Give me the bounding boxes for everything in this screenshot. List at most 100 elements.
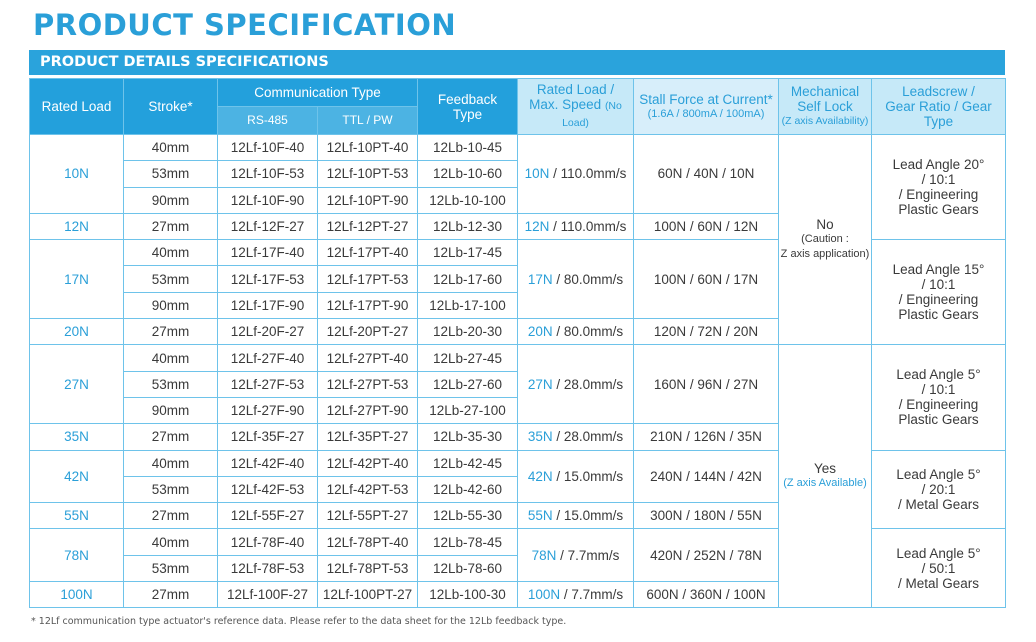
speed-cell: 35N / 28.0mm/s bbox=[517, 423, 634, 451]
header-stall-force: Stall Force at Current* (1.6A / 800mA / … bbox=[633, 78, 779, 135]
table-row: 27N 40mm 12Lf-27F-40 12Lf-27PT-40 12Lb-2… bbox=[29, 344, 1006, 609]
rs485-cell: 12Lf-10F-90 bbox=[217, 186, 318, 214]
table-row: 17N 40mm 12Lf-17F-40 12Lf-17PT-40 12Lb-1… bbox=[29, 239, 1006, 346]
ttl-pw-cell: 12Lf-78PT-53 bbox=[317, 554, 418, 583]
ttl-pw-cell: 12Lf-100PT-27 bbox=[317, 581, 418, 609]
ttl-pw-cell: 12Lf-27PT-53 bbox=[317, 370, 418, 398]
feedback-cell: 12Lb-42-45 bbox=[417, 449, 518, 477]
stroke-cell: 27mm bbox=[123, 423, 218, 451]
stall-force-cell: 420N / 252N / 78N bbox=[633, 528, 779, 583]
stall-force-cell: 240N / 144N / 42N bbox=[633, 449, 779, 504]
rated-load-cell: 55N bbox=[29, 502, 124, 530]
header-ttl-pw: TTL / PW bbox=[317, 106, 418, 135]
rated-load-cell: 42N bbox=[29, 449, 124, 504]
rs485-cell: 12Lf-10F-53 bbox=[217, 160, 318, 188]
ttl-pw-cell: 12Lf-17PT-90 bbox=[317, 291, 418, 320]
speed-cell: 100N / 7.7mm/s bbox=[517, 581, 634, 609]
feedback-cell: 12Lb-27-60 bbox=[417, 370, 518, 398]
rs485-cell: 12Lf-78F-40 bbox=[217, 528, 318, 556]
ttl-pw-cell: 12Lf-42PT-53 bbox=[317, 475, 418, 504]
table-row: 53mm 12Lf-17F-53 12Lf-17PT-53 12Lb-17-60 bbox=[30, 265, 1006, 293]
rs485-cell: 12Lf-35F-27 bbox=[217, 423, 318, 451]
speed-cell: 55N / 15.0mm/s bbox=[517, 502, 634, 530]
rs485-cell: 12Lf-42F-40 bbox=[217, 449, 318, 477]
stroke-cell: 27mm bbox=[123, 502, 218, 530]
section-header: PRODUCT DETAILS SPECIFICATIONS bbox=[29, 50, 1005, 75]
table-row: 10N 40mm 12Lf-10F-40 12Lf-10PT-40 12Lb-1… bbox=[29, 133, 1006, 346]
self-lock-cell-yes: Yes (Z axis Available) bbox=[778, 344, 872, 609]
stroke-cell: 53mm bbox=[123, 160, 218, 188]
table-row: 20N 27mm 12Lf-20F-27 12Lf-20PT-27 12Lb-2… bbox=[29, 318, 1006, 346]
rs485-cell: 12Lf-20F-27 bbox=[217, 318, 318, 346]
ttl-pw-cell: 12Lf-17PT-40 bbox=[317, 239, 418, 267]
rated-load-cell: 35N bbox=[29, 423, 124, 451]
header-rated-load-speed: Rated Load / Max. Speed (No Load) bbox=[517, 78, 634, 135]
table-row: 53mm 12Lf-10F-53 12Lf-10PT-53 12Lb-10-60 bbox=[30, 160, 1006, 188]
feedback-cell: 12Lb-17-60 bbox=[417, 265, 518, 293]
ttl-pw-cell: 12Lf-17PT-53 bbox=[317, 265, 418, 293]
stroke-cell: 27mm bbox=[123, 581, 218, 609]
header-mechanical-self-lock: Mechanical Self Lock (Z axis Availabilit… bbox=[778, 78, 872, 135]
rated-load-cell: 100N bbox=[29, 581, 124, 609]
stall-force-cell: 100N / 60N / 17N bbox=[633, 239, 779, 320]
header-rs485: RS-485 bbox=[217, 106, 318, 135]
feedback-cell: 12Lb-78-60 bbox=[417, 554, 518, 583]
stroke-cell: 40mm bbox=[123, 133, 218, 162]
rs485-cell: 12Lf-27F-53 bbox=[217, 370, 318, 398]
stroke-cell: 90mm bbox=[123, 291, 218, 320]
stroke-cell: 40mm bbox=[123, 449, 218, 477]
rated-load-cell: 12N bbox=[29, 212, 124, 241]
header-stroke: Stroke* bbox=[123, 78, 218, 135]
feedback-cell: 12Lb-35-30 bbox=[417, 423, 518, 451]
ttl-pw-cell: 12Lf-12PT-27 bbox=[317, 212, 418, 241]
rated-load-cell: 20N bbox=[29, 318, 124, 346]
feedback-cell: 12Lb-42-60 bbox=[417, 475, 518, 504]
feedback-cell: 12Lb-10-45 bbox=[417, 133, 518, 162]
feedback-cell: 12Lb-10-100 bbox=[417, 186, 518, 214]
table-row: 90mm 12Lf-17F-90 12Lf-17PT-90 12Lb-17-10… bbox=[30, 291, 1006, 320]
header-communication-type: Communication Type bbox=[217, 78, 418, 107]
ttl-pw-cell: 12Lf-10PT-90 bbox=[317, 186, 418, 214]
spec-table: Rated Load Stroke* Communication Type Fe… bbox=[29, 78, 1006, 609]
rs485-cell: 12Lf-55F-27 bbox=[217, 502, 318, 530]
rated-load-cell: 10N bbox=[29, 134, 124, 214]
table-row: 78N 40mm 12Lf-78F-40 12Lf-78PT-40 12Lb-7… bbox=[29, 528, 1006, 609]
rs485-cell: 12Lf-17F-53 bbox=[217, 265, 318, 293]
ttl-pw-cell: 12Lf-27PT-40 bbox=[317, 344, 418, 372]
rated-load-cell: 27N bbox=[29, 344, 124, 425]
speed-cell: 78N / 7.7mm/s bbox=[517, 528, 634, 583]
ttl-pw-cell: 12Lf-42PT-40 bbox=[317, 449, 418, 477]
ttl-pw-cell: 12Lf-78PT-40 bbox=[317, 528, 418, 556]
table-row: 42N 40mm 12Lf-42F-40 12Lf-42PT-40 12Lb-4… bbox=[29, 449, 1006, 530]
feedback-cell: 12Lb-55-30 bbox=[417, 502, 518, 530]
speed-cell: 12N / 110.0mm/s bbox=[517, 212, 634, 241]
table-row: 12N 27mm 12Lf-12F-27 12Lf-12PT-27 12Lb-1… bbox=[29, 212, 1006, 241]
speed-cell: 17N / 80.0mm/s bbox=[517, 239, 634, 320]
ttl-pw-cell: 12Lf-10PT-53 bbox=[317, 160, 418, 188]
stroke-cell: 90mm bbox=[123, 186, 218, 214]
stroke-cell: 40mm bbox=[123, 528, 218, 556]
ttl-pw-cell: 12Lf-20PT-27 bbox=[317, 318, 418, 346]
header-feedback-type: Feedback Type bbox=[417, 78, 518, 135]
table-row: 53mm 12Lf-27F-53 12Lf-27PT-53 12Lb-27-60 bbox=[30, 370, 1006, 398]
table-row: 90mm 12Lf-10F-90 12Lf-10PT-90 12Lb-10-10… bbox=[30, 186, 1006, 214]
ttl-pw-cell: 12Lf-10PT-40 bbox=[317, 133, 418, 162]
leadscrew-cell: Lead Angle 5°/ 10:1 / Engineering Plastic… bbox=[871, 344, 1006, 451]
stall-force-cell: 160N / 96N / 27N bbox=[633, 344, 779, 425]
feedback-cell: 12Lb-10-60 bbox=[417, 160, 518, 188]
rs485-cell: 12Lf-27F-90 bbox=[217, 396, 318, 425]
rs485-cell: 12Lf-17F-40 bbox=[217, 239, 318, 267]
speed-cell: 10N / 110.0mm/s bbox=[517, 134, 634, 214]
stall-force-cell: 120N / 72N / 20N bbox=[633, 318, 779, 346]
rs485-cell: 12Lf-12F-27 bbox=[217, 212, 318, 241]
table-row: 35N 27mm 12Lf-35F-27 12Lf-35PT-27 12Lb-3… bbox=[29, 423, 1006, 451]
rated-load-cell: 17N bbox=[29, 239, 124, 320]
rs485-cell: 12Lf-42F-53 bbox=[217, 475, 318, 504]
rs485-cell: 12Lf-100F-27 bbox=[217, 581, 318, 609]
speed-cell: 42N / 15.0mm/s bbox=[517, 449, 634, 504]
rated-load-cell: 78N bbox=[29, 528, 124, 583]
feedback-cell: 12Lb-78-45 bbox=[417, 528, 518, 556]
rs485-cell: 12Lf-27F-40 bbox=[217, 344, 318, 372]
stroke-cell: 27mm bbox=[123, 318, 218, 346]
header-rated-load: Rated Load bbox=[29, 78, 124, 135]
